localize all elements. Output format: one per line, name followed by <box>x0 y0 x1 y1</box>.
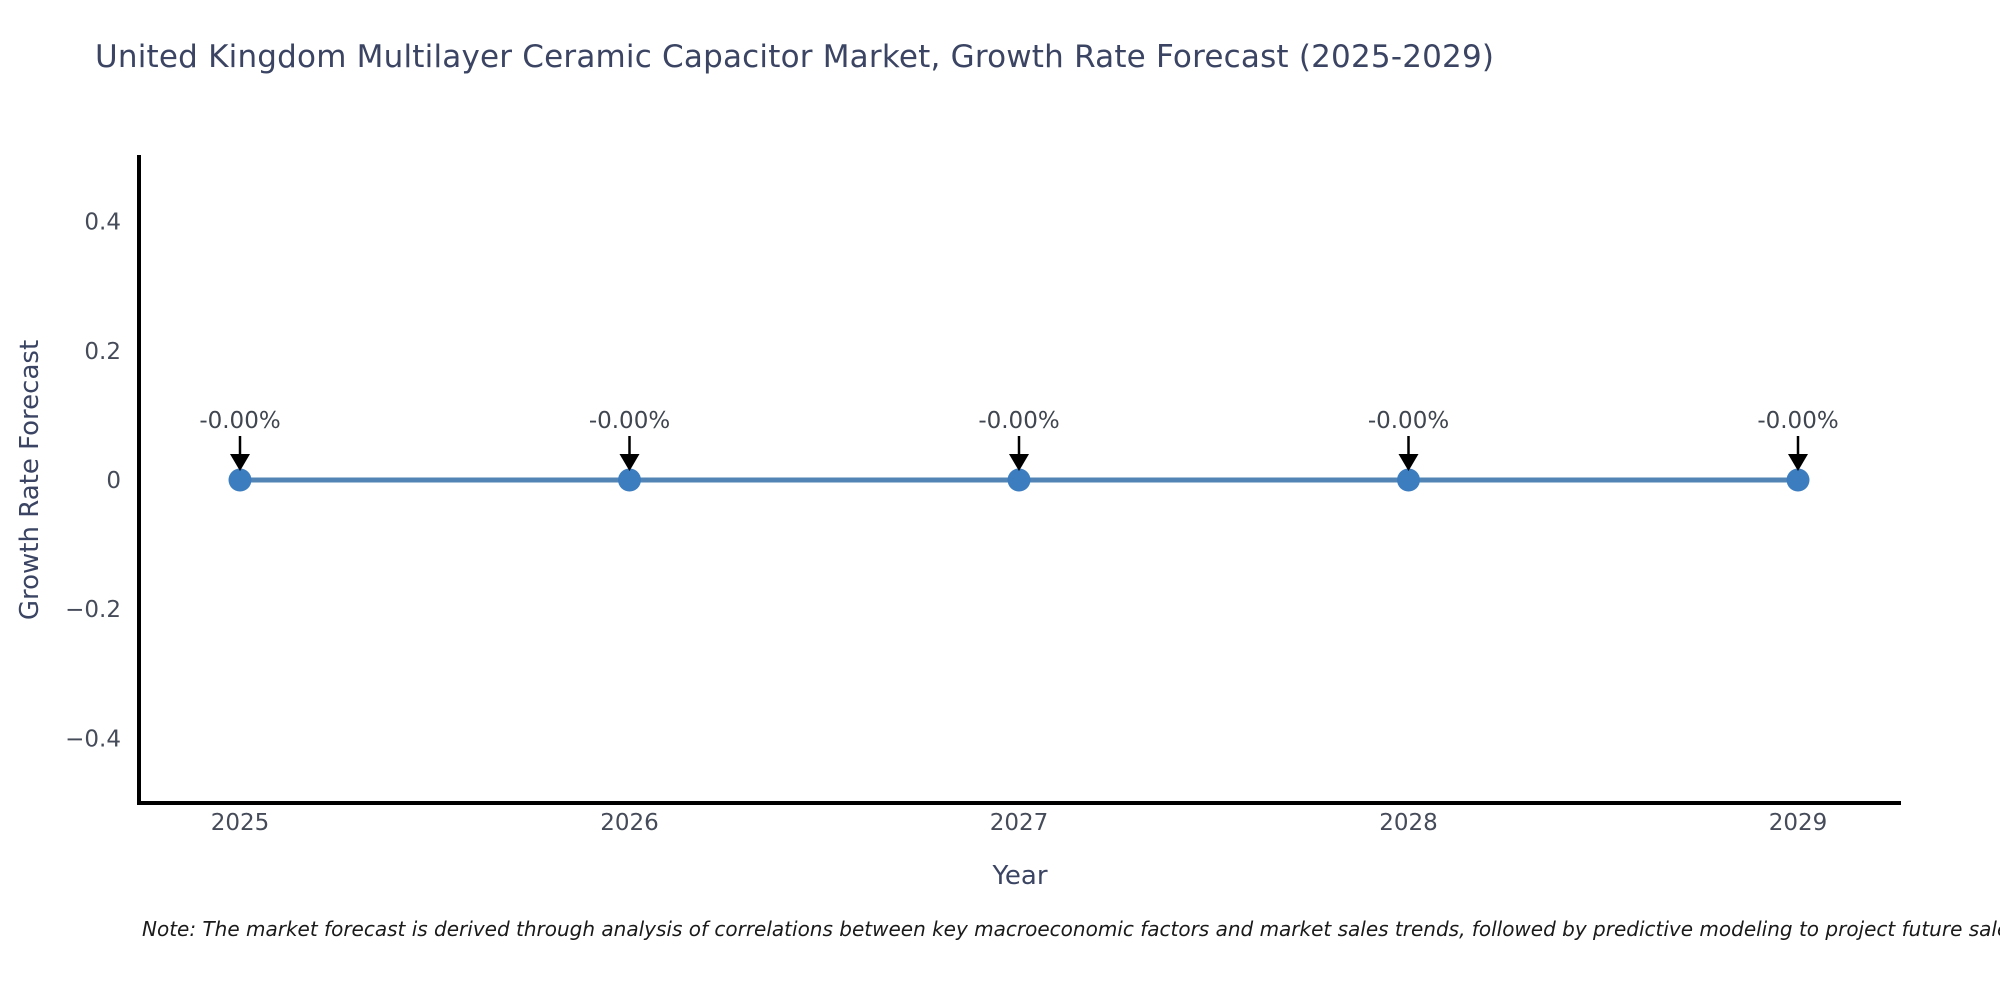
y-tick-label: −0.2 <box>65 597 121 623</box>
annotation-arrowhead-icon <box>1398 454 1419 471</box>
annotation-label: -0.00% <box>589 408 670 434</box>
x-tick-label: 2025 <box>211 810 270 836</box>
annotation-arrowhead-icon <box>1788 454 1808 471</box>
footnote: Note: The market forecast is derived thr… <box>142 917 2000 941</box>
y-tick-label: 0.4 <box>84 210 121 236</box>
data-series-layer <box>228 468 1810 492</box>
annotation-arrowhead-icon <box>230 454 250 471</box>
y-tick-label: −0.4 <box>65 726 121 752</box>
data-point-marker <box>1007 468 1031 492</box>
data-point-marker <box>228 468 252 492</box>
chart-title: United Kingdom Multilayer Ceramic Capaci… <box>95 39 1495 75</box>
data-point-marker <box>1786 468 1810 492</box>
y-tick-label: 0.2 <box>84 339 121 365</box>
axes-spines <box>137 155 1901 805</box>
tick-labels-layer: 0.4 0.2 0 −0.2 −0.4 2025 2026 2027 2028 2029 <box>65 210 1827 836</box>
x-tick-label: 2026 <box>600 810 659 836</box>
annotation-label: -0.00% <box>978 408 1059 434</box>
x-tick-label: 2029 <box>1769 810 1828 836</box>
annotations-layer: -0.00% -0.00% -0.00% -0.00% -0.00% <box>199 408 1839 471</box>
x-axis-title: Year <box>992 861 1048 891</box>
annotation-arrowhead-icon <box>1009 454 1029 471</box>
x-tick-label: 2028 <box>1379 810 1438 836</box>
x-tick-label: 2027 <box>990 810 1049 836</box>
annotation-label: -0.00% <box>1757 408 1838 434</box>
annotation-arrowhead-icon <box>619 454 640 471</box>
y-tick-label: 0 <box>106 468 121 494</box>
data-point-marker <box>618 468 641 492</box>
annotation-label: -0.00% <box>199 408 280 434</box>
data-point-marker <box>1397 468 1420 492</box>
annotation-label: -0.00% <box>1368 408 1449 434</box>
